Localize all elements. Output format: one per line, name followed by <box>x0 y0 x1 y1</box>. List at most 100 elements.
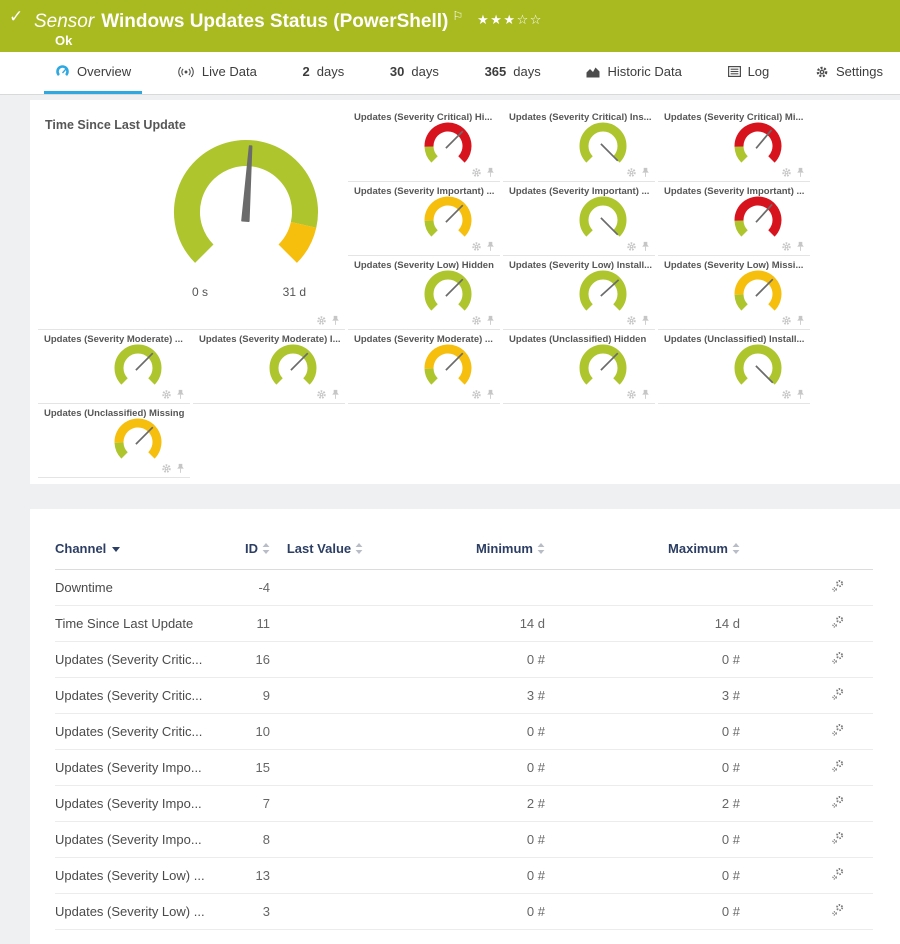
pin-icon[interactable] <box>486 167 495 178</box>
column-label: Last Value <box>287 541 351 556</box>
channel-name[interactable]: Updates (Severity Critic... <box>55 642 215 678</box>
gauge-settings-icon[interactable] <box>161 463 172 474</box>
gauge-tile-13[interactable]: Updates (Unclassified) Hidden <box>503 330 655 404</box>
gauge-max-label: 31 d <box>283 285 306 299</box>
gauge-settings-icon[interactable] <box>471 241 482 252</box>
pin-icon[interactable] <box>641 315 650 326</box>
channel-gauge <box>265 343 321 398</box>
column-header-maximum[interactable]: Maximum <box>545 535 740 570</box>
gauge-settings-icon[interactable] <box>781 241 792 252</box>
tab-365-days[interactable]: 365days <box>474 52 552 94</box>
gauge-tile-time-since-last-update[interactable]: Time Since Last Update 0 s 31 d <box>38 108 345 330</box>
gauge-tile-9[interactable]: Updates (Severity Low) Missi... <box>658 256 810 330</box>
tile-actions <box>471 241 495 252</box>
tab-live-data[interactable]: Live Data <box>166 52 268 94</box>
pin-icon[interactable] <box>796 167 805 178</box>
channel-name[interactable]: Updates (Severity Critic... <box>55 678 215 714</box>
pin-icon[interactable] <box>486 315 495 326</box>
tab-number: 2 <box>303 64 310 79</box>
flag-icon[interactable]: ⚐ <box>452 9 463 23</box>
gauge-settings-icon[interactable] <box>161 389 172 400</box>
gauge-settings-icon[interactable] <box>626 389 637 400</box>
channel-name[interactable]: Downtime <box>55 570 215 606</box>
pin-icon[interactable] <box>331 315 340 326</box>
gauge-settings-icon[interactable] <box>626 241 637 252</box>
gauge-settings-icon[interactable] <box>626 167 637 178</box>
gauge-settings-icon[interactable] <box>471 167 482 178</box>
gauge-tile-12[interactable]: Updates (Severity Moderate) ... <box>348 330 500 404</box>
channel-name[interactable]: Updates (Severity Impo... <box>55 822 215 858</box>
tab-overview[interactable]: Overview <box>44 52 142 94</box>
edit-channel-icon[interactable] <box>831 723 845 737</box>
gauges-panel: Time Since Last Update 0 s 31 d Updates … <box>30 100 900 484</box>
gauge-tile-15[interactable]: Updates (Unclassified) Missing <box>38 404 190 478</box>
priority-stars[interactable]: ★★★☆☆ <box>477 12 543 27</box>
gauge-settings-icon[interactable] <box>781 389 792 400</box>
edit-channel-icon[interactable] <box>831 687 845 701</box>
pin-icon[interactable] <box>796 315 805 326</box>
gauge-tile-7[interactable]: Updates (Severity Low) Hidden <box>348 256 500 330</box>
gauge-tile-4[interactable]: Updates (Severity Important) ... <box>348 182 500 256</box>
gauge-settings-icon[interactable] <box>471 389 482 400</box>
pin-icon[interactable] <box>486 241 495 252</box>
actions-cell <box>740 678 873 714</box>
channel-name[interactable]: Time Since Last Update <box>55 606 215 642</box>
edit-channel-icon[interactable] <box>831 867 845 881</box>
gauge-title: Time Since Last Update <box>38 108 345 132</box>
gauge-settings-icon[interactable] <box>781 167 792 178</box>
tab-2-days[interactable]: 2days <box>292 52 356 94</box>
gauge-settings-icon[interactable] <box>316 389 327 400</box>
gauge-tile-14[interactable]: Updates (Unclassified) Install... <box>658 330 810 404</box>
gauge-tile-8[interactable]: Updates (Severity Low) Install... <box>503 256 655 330</box>
pin-icon[interactable] <box>641 389 650 400</box>
column-header-id[interactable]: ID <box>215 535 270 570</box>
channel-name[interactable]: Updates (Severity Low) ... <box>55 894 215 930</box>
edit-channel-icon[interactable] <box>831 615 845 629</box>
channel-name[interactable]: Updates (Severity Impo... <box>55 750 215 786</box>
gauge-settings-icon[interactable] <box>471 315 482 326</box>
column-header-minimum[interactable]: Minimum <box>380 535 545 570</box>
gauge-tile-1[interactable]: Updates (Severity Critical) Hi... <box>348 108 500 182</box>
pin-icon[interactable] <box>176 463 185 474</box>
pin-icon[interactable] <box>331 389 340 400</box>
tab-log[interactable]: Log <box>717 52 781 94</box>
channel-name[interactable]: Updates (Severity Critic... <box>55 714 215 750</box>
column-header-last-value[interactable]: Last Value <box>270 535 380 570</box>
pin-icon[interactable] <box>796 241 805 252</box>
gauge-tile-11[interactable]: Updates (Severity Moderate) I... <box>193 330 345 404</box>
gauge-tile-2[interactable]: Updates (Severity Critical) Ins... <box>503 108 655 182</box>
edit-channel-icon[interactable] <box>831 831 845 845</box>
table-row: Updates (Severity Critic...93 #3 # <box>55 678 873 714</box>
edit-channel-icon[interactable] <box>831 759 845 773</box>
pin-icon[interactable] <box>486 389 495 400</box>
gauge-tile-3[interactable]: Updates (Severity Critical) Mi... <box>658 108 810 182</box>
gauge-tile-10[interactable]: Updates (Severity Moderate) ... <box>38 330 190 404</box>
channel-maximum: 0 # <box>545 858 740 894</box>
edit-channel-icon[interactable] <box>831 795 845 809</box>
gauge-tile-6[interactable]: Updates (Severity Important) ... <box>658 182 810 256</box>
column-header-channel[interactable]: Channel <box>55 535 215 570</box>
table-row: Updates (Severity Low) ...130 #0 # <box>55 858 873 894</box>
channel-maximum: 0 # <box>545 642 740 678</box>
channel-last-value <box>270 570 380 606</box>
edit-channel-icon[interactable] <box>831 903 845 917</box>
channel-maximum: 3 # <box>545 678 740 714</box>
pin-icon[interactable] <box>176 389 185 400</box>
gauge-settings-icon[interactable] <box>316 315 327 326</box>
tab-settings[interactable]: Settings <box>804 52 894 94</box>
channel-name[interactable]: Updates (Severity Low) ... <box>55 858 215 894</box>
pin-icon[interactable] <box>641 167 650 178</box>
pin-icon[interactable] <box>796 389 805 400</box>
sort-caret-icon <box>106 541 120 556</box>
tab-historic-data[interactable]: Historic Data <box>575 52 692 94</box>
gauge-settings-icon[interactable] <box>781 315 792 326</box>
channel-minimum: 0 # <box>380 822 545 858</box>
tile-actions <box>316 315 340 326</box>
channel-name[interactable]: Updates (Severity Impo... <box>55 786 215 822</box>
gauge-settings-icon[interactable] <box>626 315 637 326</box>
pin-icon[interactable] <box>641 241 650 252</box>
tab-30-days[interactable]: 30days <box>379 52 450 94</box>
edit-channel-icon[interactable] <box>831 651 845 665</box>
gauge-tile-5[interactable]: Updates (Severity Important) ... <box>503 182 655 256</box>
edit-channel-icon[interactable] <box>831 579 845 593</box>
